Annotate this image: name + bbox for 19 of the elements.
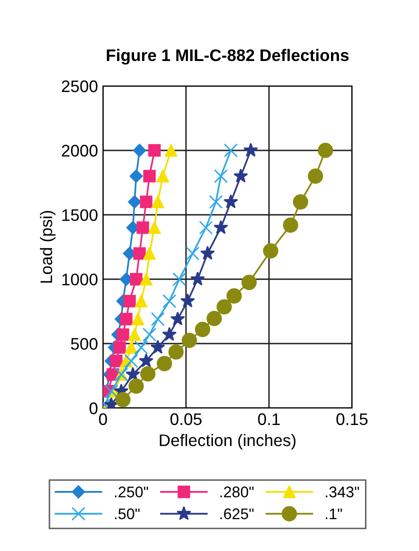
x-tick-label: 0.05 (170, 413, 202, 426)
y-tick-label: 2000 (62, 144, 98, 157)
legend-label: .250" (114, 486, 148, 498)
x-tick-label: 0.15 (336, 413, 368, 426)
legend-label: .280" (220, 486, 254, 498)
y-tick-label: 1500 (62, 209, 98, 222)
x-tick-label: 0.1 (258, 413, 280, 426)
y-tick-label: 0 (90, 402, 98, 414)
legend-label: .50" (114, 508, 140, 520)
chart-title: Figure 1 MIL-C-882 Deflections (106, 48, 349, 65)
legend-label: .625" (220, 508, 254, 520)
y-axis-title: Load (psi) (40, 210, 56, 283)
y-tick-label: 1000 (62, 274, 98, 286)
x-tick-label: 0 (99, 413, 107, 426)
legend-label: .343" (326, 486, 359, 498)
y-tick-label: 500 (71, 338, 98, 350)
legend-label: .1" (326, 508, 342, 520)
x-axis-title: Deflection (inches) (160, 434, 296, 450)
y-tick-label: 2500 (62, 80, 98, 92)
